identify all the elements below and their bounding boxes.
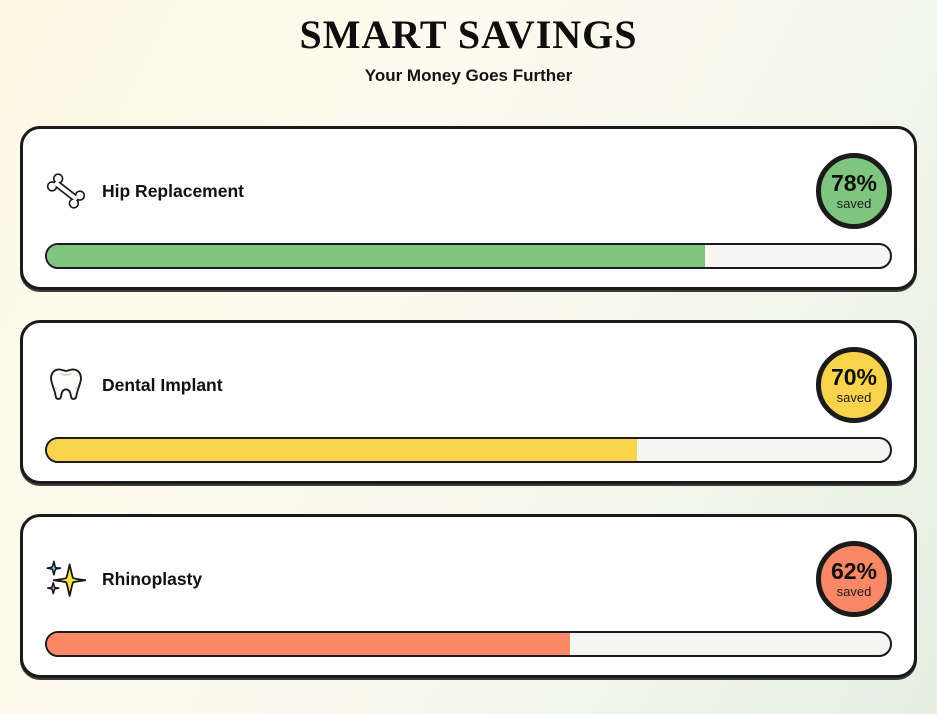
savings-card-rhinoplasty: Rhinoplasty 62% saved <box>20 514 917 678</box>
tooth-icon <box>45 363 87 407</box>
progress-track <box>45 437 892 463</box>
procedure-label: Dental Implant <box>102 374 223 395</box>
card-header: Hip Replacement 78% saved <box>45 153 892 229</box>
savings-card-list: Hip Replacement 78% saved <box>20 126 917 678</box>
progress-track <box>45 631 892 657</box>
percent-value: 70% <box>830 364 878 391</box>
procedure-label: Hip Replacement <box>102 180 244 201</box>
page-subtitle: Your Money Goes Further <box>364 66 573 85</box>
page-header: SMART SAVINGS Your Money Goes Further <box>0 0 937 86</box>
progress-track <box>45 243 892 269</box>
saved-label: saved <box>836 196 872 212</box>
progress-fill <box>47 439 638 461</box>
saved-label: saved <box>836 584 872 600</box>
bone-icon <box>45 169 87 213</box>
percent-value: 78% <box>830 170 878 197</box>
savings-card-hip-replacement: Hip Replacement 78% saved <box>20 126 917 290</box>
page-title: SMART SAVINGS <box>299 12 638 57</box>
percent-badge: 62% saved <box>816 541 892 617</box>
procedure-label: Rhinoplasty <box>102 568 203 589</box>
sparkles-icon <box>45 557 87 601</box>
savings-card-dental-implant: Dental Implant 70% saved <box>20 320 917 484</box>
percent-badge: 70% saved <box>816 347 892 423</box>
progress-fill <box>47 633 570 655</box>
saved-label: saved <box>836 390 872 406</box>
percent-value: 62% <box>830 558 878 585</box>
card-header: Dental Implant 70% saved <box>45 347 892 423</box>
card-header: Rhinoplasty 62% saved <box>45 541 892 617</box>
percent-badge: 78% saved <box>816 153 892 229</box>
progress-fill <box>47 245 705 267</box>
